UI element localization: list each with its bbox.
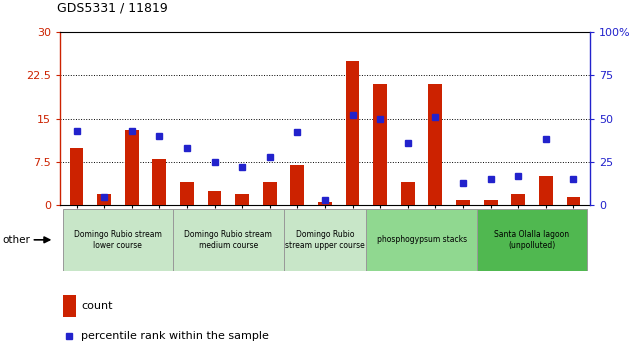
Bar [173,209,283,271]
Text: other: other [2,235,30,245]
Bar [290,165,304,205]
Bar [62,209,173,271]
Text: phosphogypsum stacks: phosphogypsum stacks [377,235,467,244]
Bar [125,130,139,205]
Bar [69,148,83,205]
Bar [318,202,332,205]
Bar [374,84,387,205]
Bar [484,200,497,205]
Text: Domingo Rubio stream
medium course: Domingo Rubio stream medium course [184,230,273,250]
Bar [180,182,194,205]
Bar [401,182,415,205]
Text: GDS5331 / 11819: GDS5331 / 11819 [57,1,168,14]
Bar [367,209,477,271]
Bar [263,182,276,205]
Text: Santa Olalla lagoon
(unpolluted): Santa Olalla lagoon (unpolluted) [495,230,570,250]
Bar [511,194,525,205]
Bar [153,159,166,205]
Text: Domingo Rubio stream
lower course: Domingo Rubio stream lower course [74,230,162,250]
Text: count: count [81,301,113,311]
Bar [283,209,367,271]
Bar [235,194,249,205]
Bar [567,197,581,205]
Bar [208,191,221,205]
Bar [346,61,360,205]
Bar [428,84,442,205]
Bar [456,200,470,205]
Bar [97,194,111,205]
Text: Domingo Rubio
stream upper course: Domingo Rubio stream upper course [285,230,365,250]
Bar [539,176,553,205]
Bar [477,209,587,271]
Bar [62,295,76,317]
Text: percentile rank within the sample: percentile rank within the sample [81,331,269,342]
